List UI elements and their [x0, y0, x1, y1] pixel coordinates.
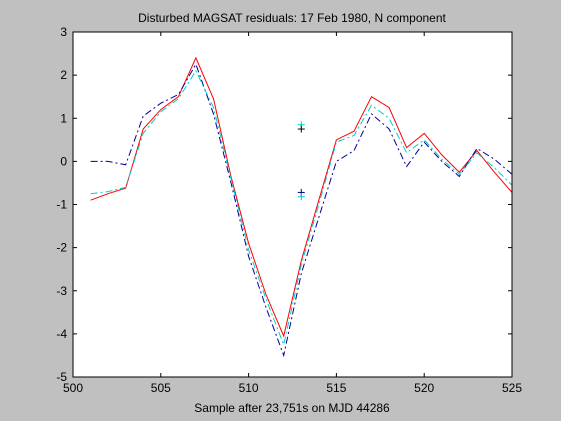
y-tick-label: 1 — [60, 111, 67, 125]
x-tick-label: 505 — [151, 381, 171, 395]
chart-title: Disturbed MAGSAT residuals: 17 Feb 1980,… — [138, 11, 446, 25]
y-tick-label: -2 — [56, 241, 67, 255]
x-tick-label: 520 — [414, 381, 434, 395]
series-line-1 — [90, 56, 513, 338]
y-axis: -5 -4 -3 -2 -1 0 1 2 3 — [56, 25, 512, 384]
x-tick-label: 515 — [326, 381, 346, 395]
y-tick-label: 3 — [60, 25, 67, 39]
y-tick-label: 0 — [60, 154, 67, 168]
y-tick-label: 2 — [60, 68, 67, 82]
y-tick-label: -5 — [56, 370, 67, 384]
plus-marker-4 — [297, 193, 305, 201]
x-tick-label: 525 — [502, 381, 522, 395]
x-tick-label: 500 — [63, 381, 83, 395]
y-tick-label: -3 — [56, 284, 67, 298]
plus-marker-2 — [297, 125, 305, 133]
x-axis: 500 505 510 515 520 525 — [63, 32, 522, 395]
x-axis-label: Sample after 23,751s on MJD 44286 — [194, 401, 390, 415]
series-layer — [90, 56, 513, 358]
x-tick-label: 510 — [239, 381, 259, 395]
series-line-3 — [90, 69, 513, 347]
y-tick-label: -1 — [56, 198, 67, 212]
plot-area — [73, 32, 512, 377]
marker-layer — [297, 121, 305, 201]
y-tick-label: -4 — [56, 327, 67, 341]
series-line-2 — [90, 63, 513, 358]
